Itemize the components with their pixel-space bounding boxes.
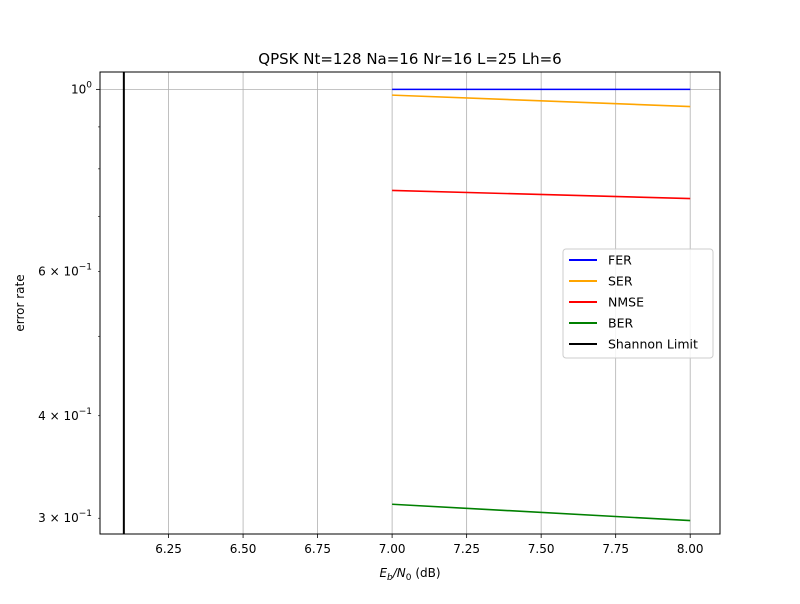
y-axis-label: error rate bbox=[13, 274, 27, 331]
legend-label-ser: SER bbox=[608, 274, 633, 289]
legend-label-fer: FER bbox=[608, 253, 632, 268]
nmse-line bbox=[392, 189, 691, 200]
y-tick-label: 100 bbox=[71, 80, 92, 96]
x-tick-label: 7.75 bbox=[602, 542, 629, 556]
legend: FER SER NMSE BER Shannon Limit bbox=[562, 248, 714, 359]
series-lines bbox=[122, 72, 691, 534]
ber-line bbox=[392, 503, 691, 522]
x-tick-label: 8.00 bbox=[677, 542, 704, 556]
x-axis-label: Eb/N0 (dB) bbox=[379, 566, 440, 583]
legend-label-ber: BER bbox=[608, 316, 633, 331]
x-tick-label: 6.50 bbox=[230, 542, 257, 556]
y-tick-label: 6 × 10−1 bbox=[38, 262, 92, 278]
chart-title: QPSK Nt=128 Na=16 Nr=16 L=25 Lh=6 bbox=[258, 50, 561, 68]
legend-label-shannon-limit: Shannon Limit bbox=[608, 337, 698, 352]
plot-frame bbox=[99, 71, 721, 535]
x-tick-label: 6.75 bbox=[304, 542, 331, 556]
y-tick-label: 3 × 10−1 bbox=[38, 509, 92, 525]
legend-box bbox=[562, 248, 714, 359]
y-tick-label: 4 × 10−1 bbox=[38, 407, 92, 423]
x-tick-label: 7.00 bbox=[379, 542, 406, 556]
x-tick-label: 7.25 bbox=[453, 542, 480, 556]
x-axis-ticks: 6.25 6.50 6.75 7.00 7.25 7.50 7.75 8.00 bbox=[155, 534, 704, 556]
x-tick-label: 6.25 bbox=[155, 542, 182, 556]
x-tick-label: 7.50 bbox=[528, 542, 555, 556]
ser-line bbox=[392, 94, 691, 108]
legend-label-nmse: NMSE bbox=[608, 295, 644, 310]
y-axis-ticks: 100 3 × 10−1 4 × 10−1 6 × 10−1 bbox=[38, 80, 100, 525]
